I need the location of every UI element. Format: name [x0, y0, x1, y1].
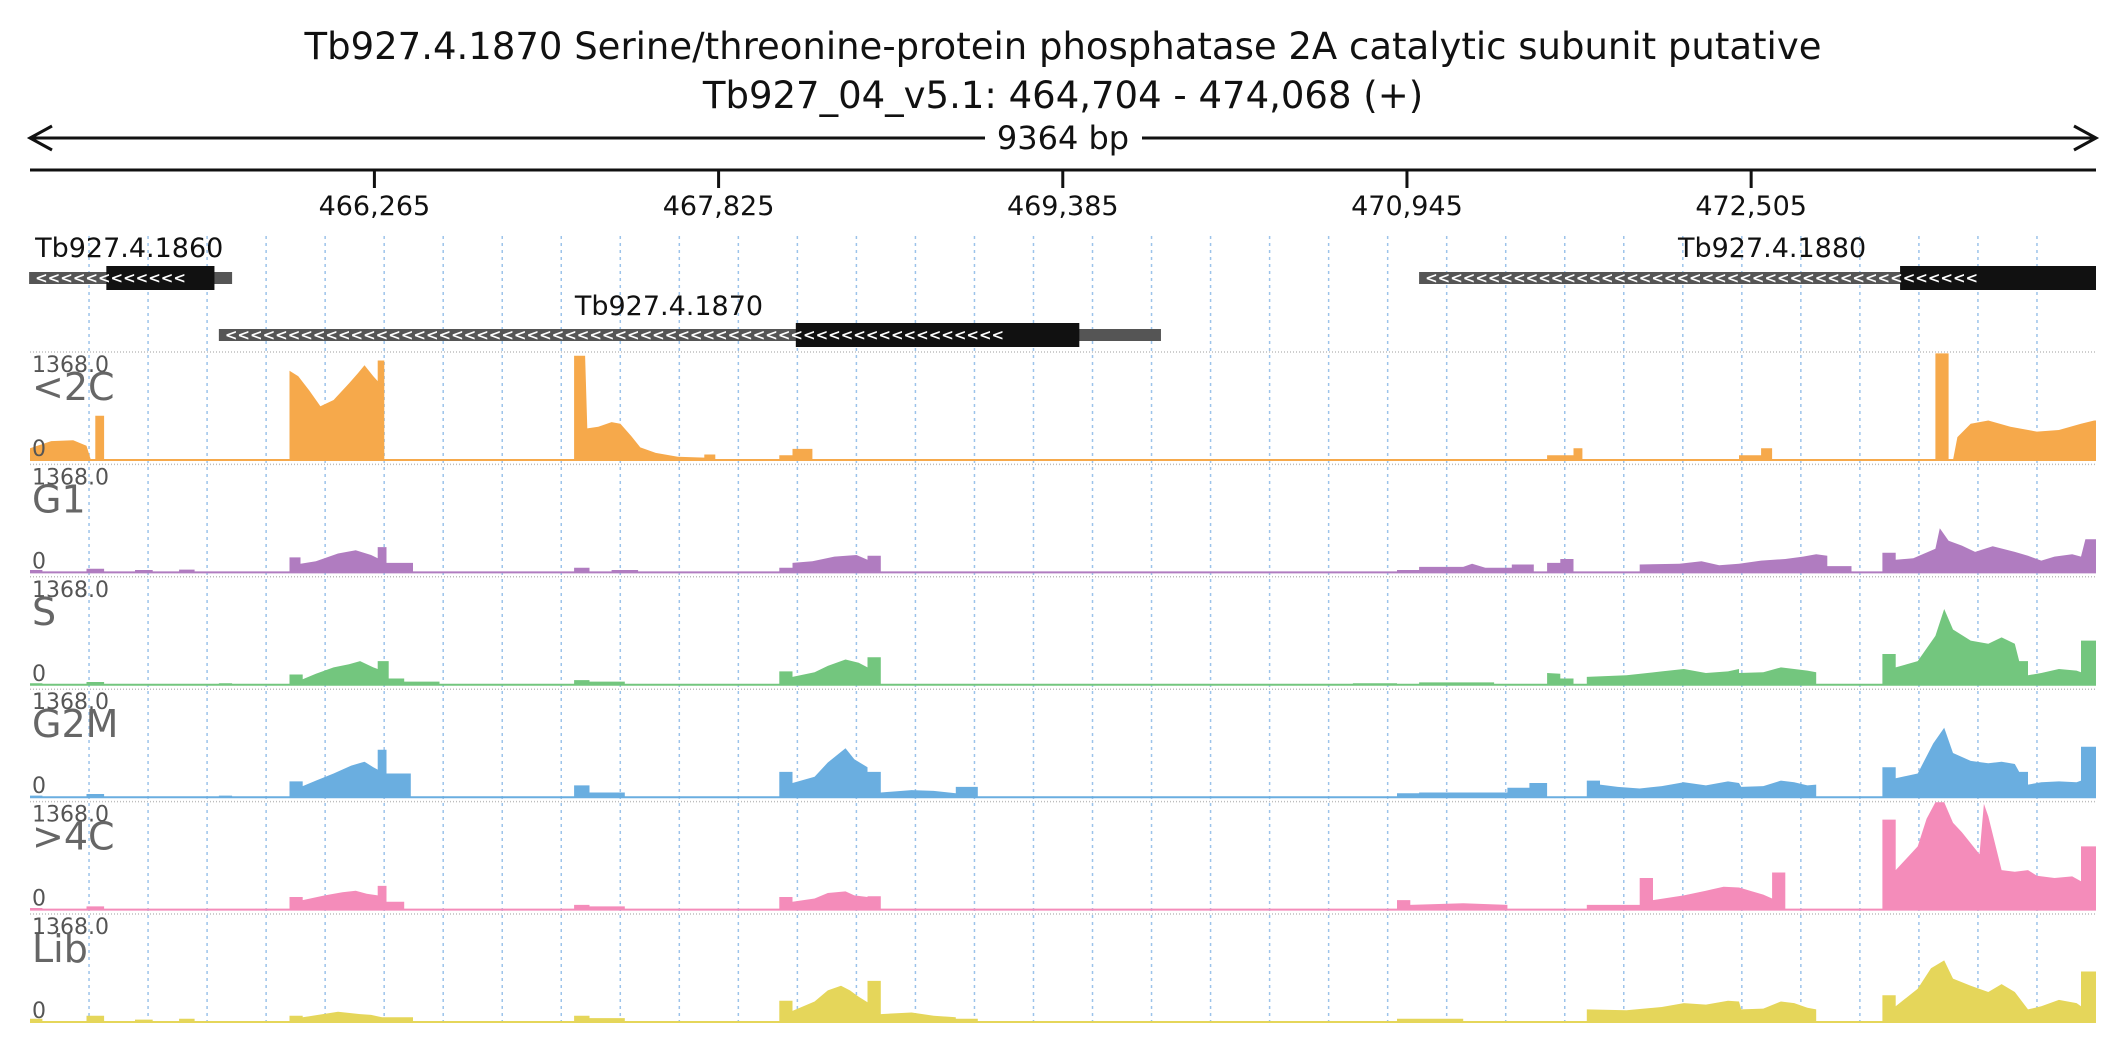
strand-chevrons: <<<<<<<<<<<<<<<<<<<<<<<<<<<<<<<<<<<<<<<<… [1425, 269, 1978, 287]
track-min-label: 0 [32, 437, 46, 462]
gene-annotation-track: <<<<<<<<<<<< Tb927.4.1860 <<<<<<<<<<<<<<<<… [29, 233, 2096, 347]
track-min-label: 0 [32, 999, 46, 1024]
track-max-label: 1368.0 [32, 465, 109, 490]
track-max-label: 1368.0 [32, 353, 109, 378]
track-name: Lib [32, 927, 88, 971]
coverage-area [30, 609, 2096, 685]
gene-cds-block [1900, 266, 2096, 290]
track-name: <2C [32, 365, 115, 409]
coverage-tracks: 1368.0<2C01368.0G101368.0S01368.0G2M0136… [30, 351, 2096, 1024]
gene-model: <<<<<<<<<<<<<<<<<<<<<<<<<<<<<<<<<<<<<<<<… [218, 291, 1161, 347]
track-min-label: 0 [32, 887, 46, 912]
gene-cds-block [795, 323, 1080, 347]
track-max-label: 1368.0 [32, 803, 109, 828]
coverage-area [30, 802, 2096, 910]
track-name: >4C [32, 815, 115, 859]
axis-tick-label: 466,265 [319, 191, 431, 222]
track-min-label: 0 [32, 549, 46, 574]
grid-lines [88, 236, 2038, 1022]
axis-tick-label: 472,505 [1695, 191, 1807, 222]
track-min-label: 0 [32, 662, 46, 687]
track-min-label: 0 [32, 774, 46, 799]
coverage-area [30, 960, 2096, 1022]
gene-cds-block [106, 266, 215, 290]
region-subtitle: Tb927_04_v5.1: 464,704 - 474,068 (+) [702, 74, 1423, 117]
span-arrow: 9364 bp [26, 119, 2100, 157]
gene-model: <<<<<<<<<<<<<<<<<<<<<<<<<<<<<<<<<<<<<<<<… [1419, 233, 2096, 290]
coverage-track: 1368.0>4C 0 [30, 800, 2096, 912]
coverage-track: 1368.0S 0 [30, 576, 2096, 687]
figure-title: Tb927.4.1870 Serine/threonine-protein ph… [304, 25, 1822, 68]
coverage-track: 1368.0<2C 0 [30, 351, 2096, 462]
strand-chevrons: <<<<<<<<<<<< [35, 269, 186, 287]
track-name: G2M [32, 702, 118, 746]
gene-model: <<<<<<<<<<<< Tb927.4.1860 [29, 233, 233, 290]
coverage-area [30, 353, 2096, 460]
track-max-label: 1368.0 [32, 690, 109, 715]
track-name: G1 [32, 477, 86, 521]
span-length-label: 9364 bp [997, 119, 1129, 157]
track-max-label: 1368.0 [32, 578, 109, 603]
track-max-label: 1368.0 [32, 915, 109, 940]
gene-label: Tb927.4.1860 [34, 233, 223, 264]
strand-chevrons: <<<<<<<<<<<<<<<<<<<<<<<<<<<<<<<<<<<<<<<<… [225, 326, 1004, 344]
coverage-area [30, 727, 2096, 798]
gene-label: Tb927.4.1870 [574, 291, 763, 322]
axis-tick-label: 469,385 [1007, 191, 1119, 222]
gene-label: Tb927.4.1880 [1677, 233, 1866, 264]
axis-tick-label: 470,945 [1351, 191, 1463, 222]
axis-tick-label: 467,825 [663, 191, 775, 222]
coordinate-axis: 466,265 467,825 469,385 470,945 472,505 [30, 168, 2096, 222]
track-name: S [32, 590, 56, 634]
coverage-area [30, 528, 2096, 573]
coverage-track: 1368.0G1 0 [30, 463, 2096, 574]
